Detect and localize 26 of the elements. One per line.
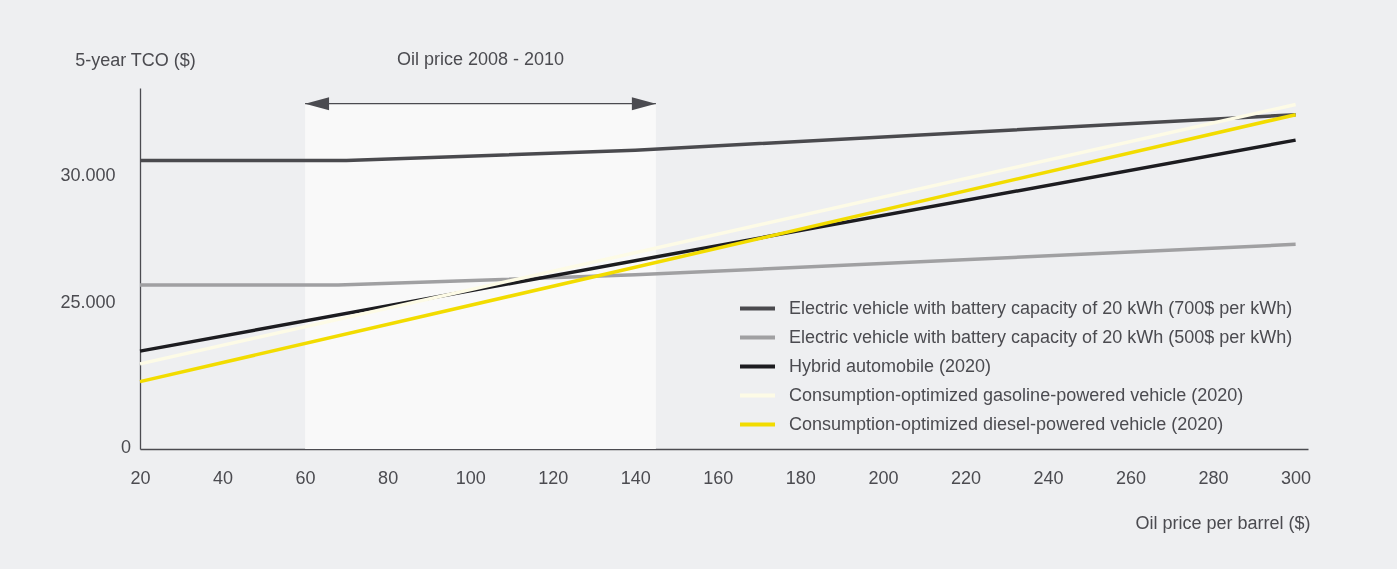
- x-tick-label: 40: [213, 467, 234, 488]
- y-tick-label: 30.000: [60, 165, 116, 186]
- y-axis-title: 5-year TCO ($): [75, 49, 196, 70]
- legend-label: Electric vehicle with battery capacity of 20 kWh (500$ per kWh): [789, 326, 1293, 347]
- x-tick-label: 120: [538, 467, 569, 488]
- x-tick-label: 80: [378, 467, 399, 488]
- x-axis-title: Oil price per barrel ($): [1135, 512, 1311, 533]
- x-tick-label: 160: [703, 467, 734, 488]
- legend-label: Consumption-optimized gasoline-powered vehicle (2020): [789, 384, 1244, 405]
- x-tick-label: 100: [455, 467, 486, 488]
- x-tick-label: 140: [620, 467, 651, 488]
- band-label: Oil price 2008 - 2010: [396, 49, 565, 70]
- x-tick-label: 220: [950, 467, 981, 488]
- legend-label: Hybrid automobile (2020): [789, 355, 992, 376]
- text: 0: [120, 437, 131, 457]
- legend-label: Electric vehicle with battery capacity of 20 kWh (700$ per kWh): [789, 297, 1293, 318]
- x-tick-label: 300: [1281, 467, 1312, 488]
- x-tick-label: 240: [1033, 467, 1064, 488]
- x-tick-label: 60: [295, 467, 316, 488]
- y-tick-label: 25.000: [60, 292, 116, 313]
- x-tick-label: 280: [1198, 467, 1229, 488]
- x-tick-label: 260: [1116, 467, 1147, 488]
- x-tick-label: 200: [868, 467, 899, 488]
- x-tick-label: 180: [785, 467, 816, 488]
- legend-label: Consumption-optimized diesel-powered vehicle (2020): [789, 413, 1224, 434]
- x-tick-label: 20: [130, 467, 151, 488]
